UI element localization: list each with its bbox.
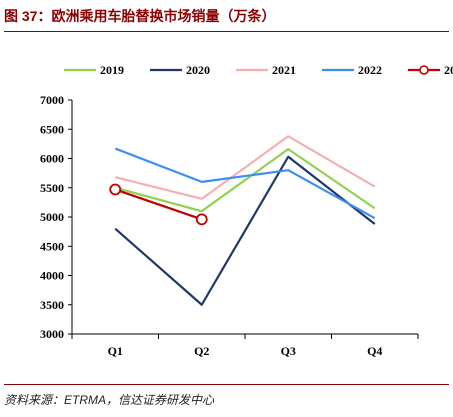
x-tick-label: Q2 bbox=[194, 344, 209, 358]
legend: 2019 2020 2021 2022 2023 bbox=[64, 63, 453, 77]
y-tick-label: 3500 bbox=[40, 298, 64, 312]
legend-label-2021: 2021 bbox=[272, 63, 296, 77]
x-tick-label: Q1 bbox=[108, 344, 123, 358]
y-tick-label: 4500 bbox=[40, 239, 64, 253]
x-tick-label: Q4 bbox=[367, 344, 382, 358]
series-line-2023 bbox=[114, 188, 203, 221]
legend-marker-2023 bbox=[419, 65, 429, 75]
series-line-2022 bbox=[114, 147, 376, 220]
series-line-2019 bbox=[114, 148, 376, 213]
figure-source: 资料来源：ETRMA，信达证券研发中心 bbox=[4, 384, 449, 414]
x-axis: Q1 Q2 Q3 Q4 bbox=[71, 333, 419, 358]
y-tick-label: 4000 bbox=[40, 269, 64, 283]
y-tick-label: 5000 bbox=[40, 210, 64, 224]
series-marker-2023 bbox=[195, 213, 208, 226]
y-tick-label: 3000 bbox=[40, 327, 64, 341]
x-tick-label: Q3 bbox=[281, 344, 296, 358]
legend-label-2023: 2023 bbox=[444, 63, 453, 77]
y-tick-label: 6000 bbox=[40, 152, 64, 166]
series-line-2021 bbox=[114, 135, 376, 200]
y-tick-label: 6500 bbox=[40, 122, 64, 136]
y-tick-label: 7000 bbox=[40, 93, 64, 107]
y-axis: 3000 3500 4000 4500 5000 5500 6000 6500 7000 bbox=[40, 93, 73, 341]
figure-title: 图 37：欧洲乘用车胎替换市场销量（万条） bbox=[4, 6, 449, 32]
series-line-2020 bbox=[114, 155, 376, 306]
legend-label-2019: 2019 bbox=[100, 63, 124, 77]
series-marker-2023 bbox=[109, 183, 122, 196]
plot-lines bbox=[109, 135, 376, 306]
y-tick-label: 5500 bbox=[40, 181, 64, 195]
legend-label-2020: 2020 bbox=[186, 63, 210, 77]
legend-label-2022: 2022 bbox=[358, 63, 382, 77]
